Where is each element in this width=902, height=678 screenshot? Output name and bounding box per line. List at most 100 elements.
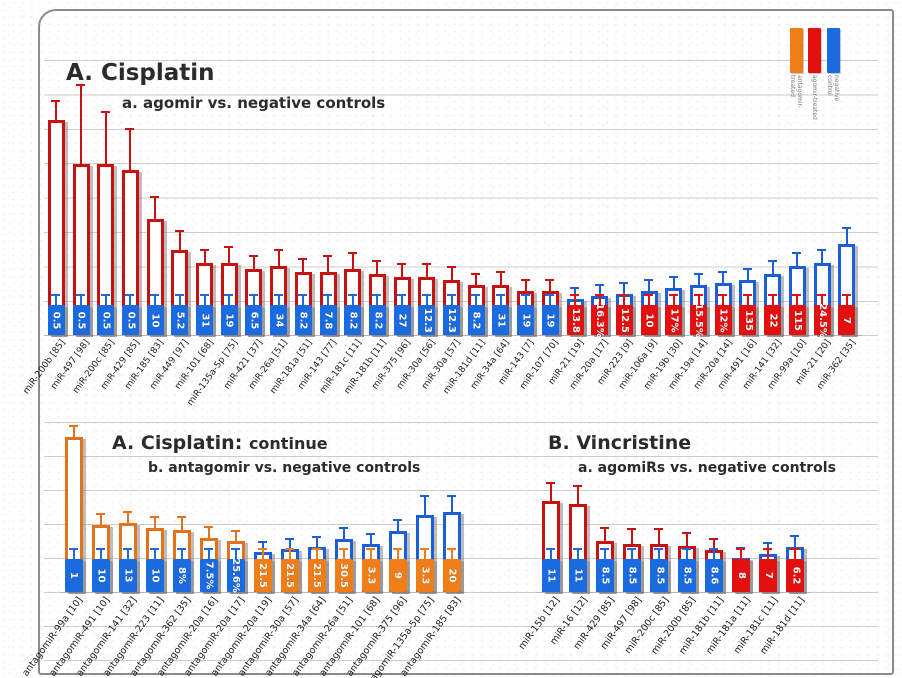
base-error-whisker [180, 548, 183, 561]
error-whisker [252, 255, 255, 271]
error-whisker-cap [365, 533, 375, 535]
base-error-whisker-cap [520, 294, 530, 296]
bar-value-label: 13 [121, 568, 133, 583]
red-base-bar [788, 305, 806, 335]
bar-value-label: 0.5 [100, 311, 112, 329]
base-error-whisker [203, 294, 206, 307]
base-error-whisker [351, 294, 354, 307]
red-base-bar [731, 559, 750, 592]
bar-group: 8.2 miR-181b [11] [342, 60, 390, 396]
bar-value-label: 31 [199, 313, 211, 327]
error-whisker [423, 495, 426, 517]
bar-value-label: 10 [148, 568, 160, 583]
error-whisker-cap [446, 266, 456, 268]
base-error-whisker-cap [594, 294, 604, 296]
bar-value: 19 [542, 305, 559, 335]
orange-base-bar [415, 559, 434, 592]
cisplatin-antagomir-bar-chart: 1 antagomiR-99a [10] 10 antagomiR-491 [10] 1… [21, 425, 466, 678]
red-base-bar [813, 305, 831, 335]
base-error-whisker-cap [174, 294, 184, 296]
bar-value: 12.3 [418, 305, 435, 335]
bar-group: 10 antagomiR-491 [10] [47, 432, 114, 678]
base-error-whisker-cap [735, 548, 745, 550]
base-error-whisker-cap [446, 294, 456, 296]
bar-group: 19 miR-107 [70] [519, 60, 563, 392]
error-whisker-cap [176, 516, 186, 518]
legend-item-antagomir: antagomir-treated [789, 28, 803, 121]
base-error-whisker [712, 548, 715, 561]
bar-value: 16.3% [591, 303, 608, 338]
base-error-whisker [623, 294, 626, 307]
bar-value-label: 12% [717, 308, 729, 332]
error-whisker [450, 495, 453, 514]
bar-value: 3.3 [416, 559, 434, 592]
blue-base-bar [650, 559, 669, 592]
bar-value: 13 [119, 559, 137, 592]
base-error-whisker-cap [570, 294, 580, 296]
error-whisker [623, 282, 626, 296]
bar-value: 22 [764, 305, 781, 335]
bar-value-label: 21.5 [284, 563, 295, 588]
bar-value: 115 [789, 305, 806, 335]
blue-base-bar [118, 559, 137, 592]
bar-group: 10 miR-185 [83] [124, 60, 168, 392]
error-whisker-cap [338, 527, 348, 529]
blue-base-bar [220, 305, 238, 335]
base-error-whisker [129, 294, 132, 307]
blue-base-bar [344, 305, 362, 335]
blue-base-bar [196, 305, 214, 335]
base-error-whisker [672, 294, 675, 307]
base-error-whisker-cap [150, 294, 160, 296]
blue-base-bar [270, 305, 288, 335]
orange-base-bar [442, 559, 461, 592]
base-error-whisker [425, 294, 428, 307]
red-base-bar [759, 559, 778, 592]
error-whisker-cap [51, 100, 61, 102]
red-base-bar [786, 559, 805, 592]
base-error-whisker-cap [619, 294, 629, 296]
bar-value-label: 9 [392, 572, 403, 579]
base-error-whisker [342, 548, 345, 561]
error-whisker [821, 249, 824, 265]
bar-value-label: 15.5% [693, 302, 705, 338]
bar-value: 8 [732, 559, 750, 592]
legend-label: antagomir-treated [789, 75, 803, 108]
bar-value-label: 5.2 [174, 311, 186, 329]
bar-value-label: 8.5 [681, 566, 693, 585]
base-error-whisker-cap [792, 294, 802, 296]
bar-value: 31 [492, 305, 509, 335]
error-whisker [549, 482, 552, 503]
panel-b-vincristine-subtitle: a. agomiRs vs. negative controls [578, 460, 836, 476]
base-error-whisker-cap [397, 294, 407, 296]
error-whisker-cap [817, 249, 827, 251]
error-whisker [72, 425, 75, 439]
error-whisker [598, 284, 601, 298]
base-error-whisker [794, 548, 797, 561]
blue-base-bar [199, 559, 218, 592]
red-base-bar [714, 305, 732, 335]
base-error-whisker-cap [125, 294, 135, 296]
bar-value: 8.5 [623, 559, 641, 592]
base-error-whisker [396, 548, 399, 561]
bar-group: 8 miR-181a [11] [704, 432, 754, 656]
bar-value-label: 8.2 [470, 311, 482, 329]
bar-group: 12.3 miR-30a [57] [420, 60, 464, 391]
base-error-whisker [685, 548, 688, 561]
base-error-whisker [450, 294, 453, 307]
base-error-whisker [369, 548, 372, 561]
base-error-whisker-cap [421, 294, 431, 296]
bar-value: 8.5 [678, 559, 696, 592]
error-whisker [154, 196, 157, 221]
blue-base-bar [294, 305, 312, 335]
base-error-whisker [524, 294, 527, 307]
bar-value: 9 [389, 559, 407, 592]
error-whisker [104, 111, 107, 166]
base-error-whisker-cap [257, 548, 267, 550]
bar-value: 34 [270, 305, 287, 335]
base-error-whisker-cap [763, 548, 773, 550]
bar-group: 10 antagomiR-223 [11] [101, 432, 168, 678]
error-whisker-cap [203, 526, 213, 528]
bar-value: 3.3 [362, 559, 380, 592]
error-whisker [228, 246, 231, 265]
bar-value-label: 24.5% [816, 302, 828, 338]
